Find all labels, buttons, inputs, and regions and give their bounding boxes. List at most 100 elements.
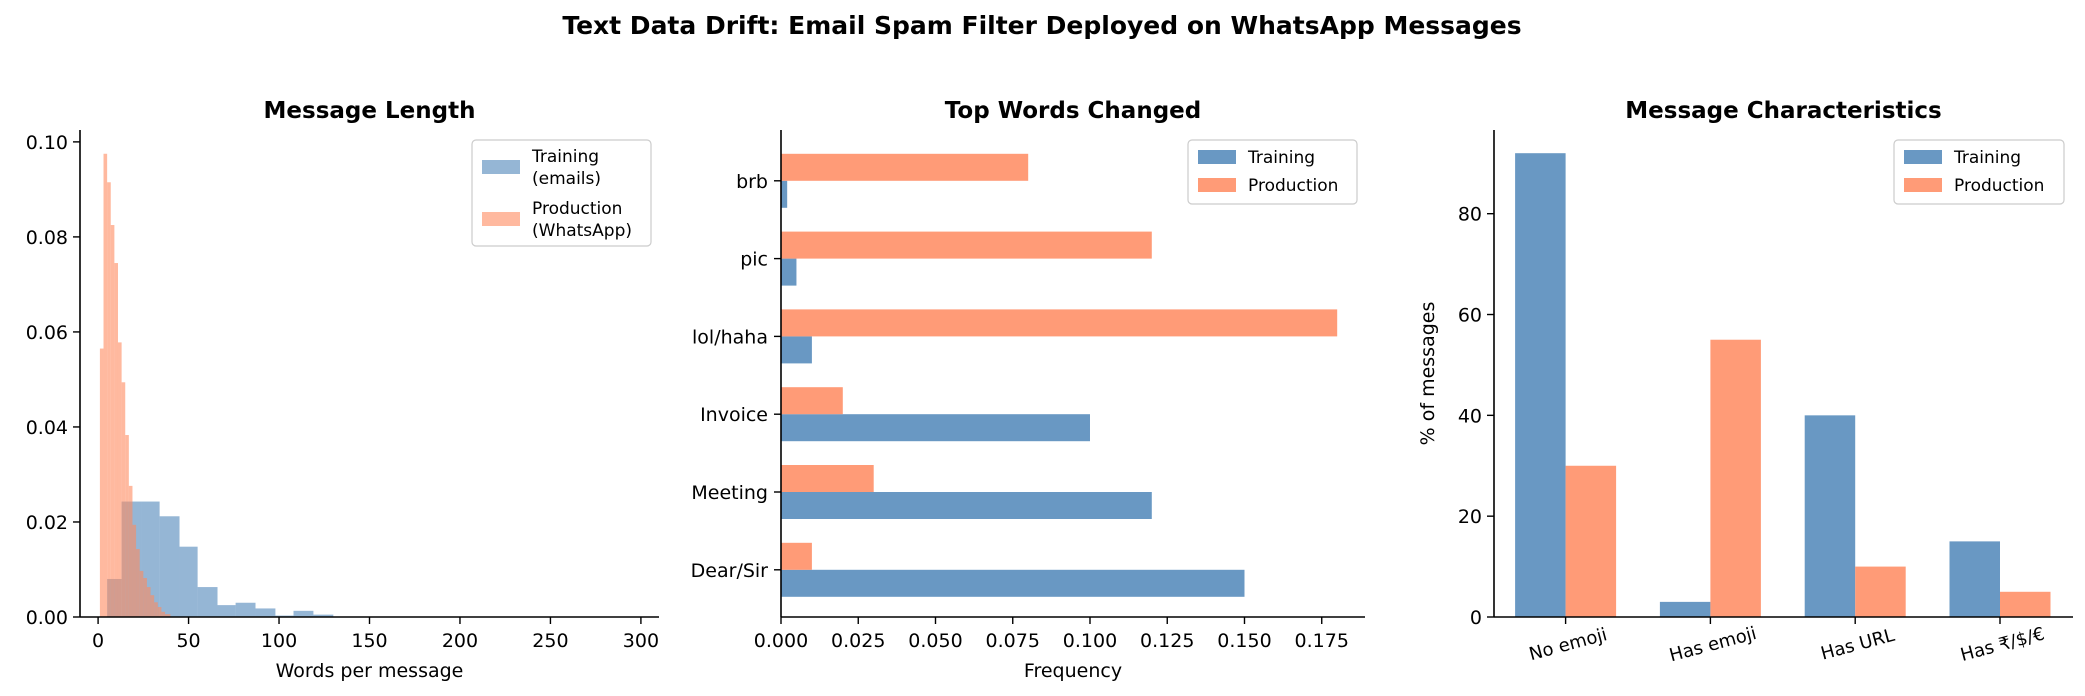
histogram-bar xyxy=(154,602,158,617)
series-production xyxy=(781,153,1338,570)
bar xyxy=(1855,566,1906,617)
x-tick-label: 0.025 xyxy=(831,630,885,652)
x-tick-label: No emoji xyxy=(1527,624,1610,665)
series-production xyxy=(99,153,171,617)
histogram-bar xyxy=(197,587,218,617)
y-tick-label: Meeting xyxy=(691,482,768,504)
histogram-bar xyxy=(136,549,140,617)
x-tick-label: 250 xyxy=(532,630,568,652)
x-tick-label: 0.150 xyxy=(1217,630,1271,652)
y-tick-label: 20 xyxy=(1458,506,1482,528)
charts: 0.000.020.040.060.080.100 50 100 150 200 250 3… xyxy=(26,98,2073,682)
y-tick-label: 60 xyxy=(1458,305,1482,327)
histogram-bar xyxy=(217,605,236,617)
x-tick-label: 300 xyxy=(623,630,659,652)
bar xyxy=(781,492,1152,519)
x-tick-label: 0.125 xyxy=(1140,630,1194,652)
x-tick-label: Has ₹/$/€ xyxy=(1958,623,2047,666)
histogram-bar xyxy=(157,607,162,617)
series-production xyxy=(1565,339,2051,617)
x-tick-label: 0 xyxy=(92,630,104,652)
bar xyxy=(781,465,874,492)
chart-top-words-changed: Dear/Sir Meeting Invoice lol/haha pic brb 0.00… xyxy=(691,98,1365,682)
legend-swatch xyxy=(482,212,520,226)
legend-label: Training xyxy=(1247,148,1315,168)
bar xyxy=(781,336,812,364)
histogram-bar xyxy=(132,524,137,617)
x-tick-label: 200 xyxy=(442,630,478,652)
histogram-bar xyxy=(179,546,198,617)
legend-swatch xyxy=(1198,178,1236,192)
chart-message-characteristics: 0 20 40 60 80 No emoji Has emoji Has URL Has ₹/$… xyxy=(1417,98,2073,666)
legend: Training(emails) Production(WhatsApp) xyxy=(471,139,652,247)
bar xyxy=(1949,541,2000,617)
x-axis-label: Frequency xyxy=(1024,660,1122,682)
chart-title: Message Length xyxy=(264,98,476,124)
bar xyxy=(781,542,812,570)
x-tick-label: 0.050 xyxy=(908,630,962,652)
bar xyxy=(1515,153,1566,617)
legend-swatch xyxy=(482,160,520,174)
bar xyxy=(1565,465,1617,617)
histogram-bar xyxy=(165,614,171,617)
histogram-bar xyxy=(146,587,151,617)
series-training xyxy=(781,180,1245,597)
y-tick-label: 0.02 xyxy=(26,512,68,534)
legend-label: Training xyxy=(531,147,599,167)
histogram-bar xyxy=(103,153,108,617)
histogram-bar xyxy=(125,435,129,617)
histogram-bar xyxy=(161,611,166,617)
histogram-bar xyxy=(121,382,126,617)
x-tick-label: 150 xyxy=(351,630,387,652)
y-tick-label: 0.04 xyxy=(26,417,68,439)
legend-label: Production xyxy=(1954,176,2044,196)
legend-label: (emails) xyxy=(532,169,601,189)
histogram-bar xyxy=(117,342,122,617)
y-tick-label: 0.08 xyxy=(26,227,68,249)
y-tick-label: Dear/Sir xyxy=(691,560,769,582)
series-training xyxy=(1515,153,2000,617)
bar xyxy=(781,414,1090,442)
histogram-bar xyxy=(313,614,334,617)
x-tick-label: 50 xyxy=(176,630,200,652)
x-tick-label: 0.175 xyxy=(1295,630,1349,652)
bar xyxy=(1804,415,1856,617)
bar xyxy=(781,180,788,208)
bar xyxy=(2000,591,2051,617)
legend-label: Training xyxy=(1953,148,2021,168)
x-tick-label: Has URL xyxy=(1819,625,1897,665)
x-tick-label: Has emoji xyxy=(1667,623,1759,666)
y-tick-label: 0 xyxy=(1470,607,1482,629)
y-axis-label: % of messages xyxy=(1417,302,1439,446)
histogram-bar xyxy=(235,602,256,617)
y-tick-label: 0.00 xyxy=(26,607,68,629)
bar xyxy=(781,309,1338,337)
x-tick-label: 100 xyxy=(261,630,297,652)
x-tick-label: 0.100 xyxy=(1063,630,1117,652)
legend-swatch xyxy=(1904,150,1942,164)
histogram-bar xyxy=(128,485,133,617)
bar xyxy=(781,231,1152,259)
legend-swatch xyxy=(1904,178,1942,192)
x-axis-label: Words per message xyxy=(276,660,464,682)
y-tick-label: brb xyxy=(736,171,768,193)
y-tick-label: lol/haha xyxy=(692,326,768,348)
bar xyxy=(1659,601,1711,617)
bar xyxy=(781,153,1029,181)
legend: Training Production xyxy=(1893,139,2065,205)
chart-title: Message Characteristics xyxy=(1625,98,1941,124)
figure-suptitle: Text Data Drift: Email Spam Filter Deplo… xyxy=(562,11,1521,40)
x-tick-label: 0.075 xyxy=(986,630,1040,652)
histogram-bar xyxy=(150,595,155,617)
bar xyxy=(781,258,797,286)
histogram-bar xyxy=(255,608,276,617)
y-tick-label: 0.06 xyxy=(26,322,68,344)
y-tick-label: 80 xyxy=(1458,204,1482,226)
chart-title: Top Words Changed xyxy=(945,98,1201,124)
histogram-bar xyxy=(107,182,111,617)
y-tick-label: 0.10 xyxy=(26,132,68,154)
y-tick-label: 40 xyxy=(1458,405,1482,427)
chart-message-length: 0.00 0.02 0.04 0.06 0.08 0.10 0 50 100 150 200 250 3… xyxy=(26,98,659,682)
histogram-bar xyxy=(99,348,104,617)
legend-label: Production xyxy=(1248,176,1338,196)
